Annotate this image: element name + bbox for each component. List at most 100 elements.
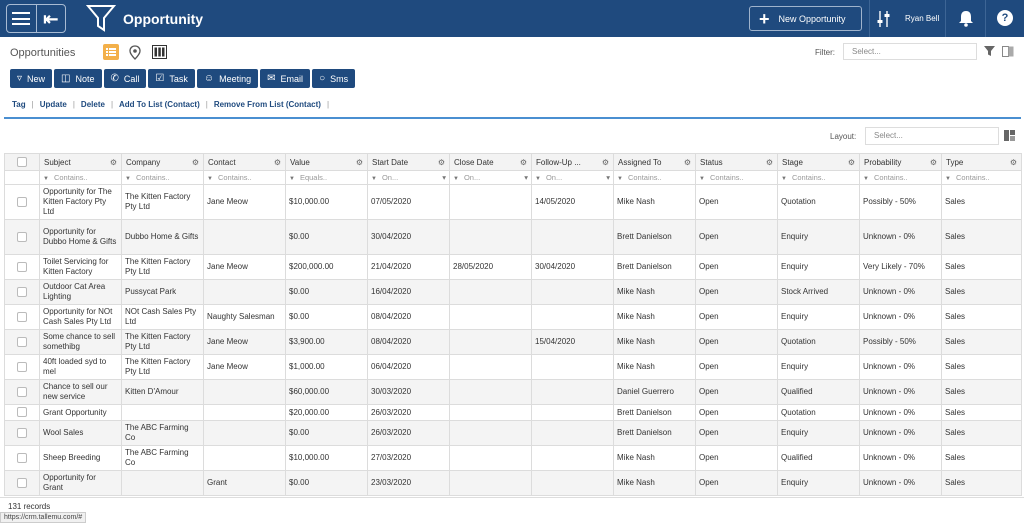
- list-view-icon[interactable]: [103, 44, 119, 60]
- column-header[interactable]: Type ⚙: [941, 153, 1022, 171]
- help-icon[interactable]: ?: [997, 10, 1013, 26]
- filter-options-icon[interactable]: [1002, 46, 1014, 57]
- back-button[interactable]: ⇤: [35, 5, 66, 32]
- column-filter-input[interactable]: ▼ Contains..: [695, 170, 778, 185]
- table-cell[interactable]: Wool Sales: [39, 420, 122, 446]
- row-checkbox[interactable]: [17, 386, 27, 397]
- column-settings-icon[interactable]: ⚙: [437, 158, 445, 167]
- column-filter-input[interactable]: ▼ Contains..: [121, 170, 204, 185]
- column-settings-icon[interactable]: ⚙: [355, 158, 363, 167]
- column-header[interactable]: Follow-Up ... ⚙: [531, 153, 614, 171]
- column-settings-icon[interactable]: ⚙: [765, 158, 773, 167]
- update-link[interactable]: Update: [39, 100, 67, 109]
- table-cell[interactable]: Chance to sell our new service: [39, 379, 122, 405]
- row-checkbox[interactable]: [17, 261, 27, 272]
- row-checkbox[interactable]: [17, 196, 27, 207]
- row-checkbox[interactable]: [17, 427, 27, 438]
- table-row[interactable]: Some chance to sell somethibg The Kitten …: [4, 329, 1022, 355]
- column-settings-icon[interactable]: ⚙: [191, 158, 199, 167]
- column-header[interactable]: Value ⚙: [285, 153, 368, 171]
- user-menu[interactable]: Ryan Bell: [877, 0, 939, 37]
- table-row[interactable]: Sheep Breeding The ABC Farming Co $10,000.…: [4, 445, 1022, 471]
- column-filter-input[interactable]: ▼ Equals..: [285, 170, 368, 185]
- column-header[interactable]: Stage ⚙: [777, 153, 860, 171]
- meeting-button[interactable]: ☺ Meeting: [196, 69, 259, 88]
- column-header[interactable]: Close Date ⚙: [449, 153, 532, 171]
- table-row[interactable]: Grant Opportunity $20,000.00 26/03/2020 Bre…: [4, 404, 1022, 421]
- delete-link[interactable]: Delete: [80, 100, 105, 109]
- filter-select[interactable]: Select...: [843, 43, 977, 60]
- row-checkbox[interactable]: [17, 407, 27, 418]
- row-checkbox[interactable]: [17, 336, 27, 347]
- column-header[interactable]: Start Date ⚙: [367, 153, 450, 171]
- column-header[interactable]: Contact ⚙: [203, 153, 286, 171]
- column-settings-icon[interactable]: ⚙: [109, 158, 117, 167]
- add-to-list-link[interactable]: Add To List (Contact): [119, 100, 200, 109]
- row-checkbox[interactable]: [17, 452, 27, 463]
- table-row[interactable]: Opportunity for Grant Grant $0.00 23/03/202…: [4, 470, 1022, 496]
- filter-funnel-icon[interactable]: [984, 46, 995, 57]
- table-row[interactable]: Opportunity for The Kitten Factory Pty L…: [4, 184, 1022, 220]
- remove-from-list-link[interactable]: Remove From List (Contact): [213, 100, 321, 109]
- table-cell[interactable]: Some chance to sell somethibg: [39, 329, 122, 355]
- chevron-down-icon[interactable]: ▾: [606, 173, 610, 182]
- column-settings-icon[interactable]: ⚙: [929, 158, 937, 167]
- table-cell[interactable]: Opportunity for NOt Cash Sales Pty Ltd: [39, 304, 122, 330]
- column-header[interactable]: Subject ⚙: [39, 153, 122, 171]
- column-filter-input[interactable]: ▼ Contains..: [941, 170, 1022, 185]
- column-header[interactable]: Status ⚙: [695, 153, 778, 171]
- row-checkbox[interactable]: [17, 477, 27, 488]
- hamburger-menu-button[interactable]: [7, 5, 36, 32]
- column-settings-icon[interactable]: ⚙: [683, 158, 691, 167]
- notifications-bell-icon[interactable]: [958, 10, 974, 27]
- table-cell[interactable]: Toilet Servicing for Kitten Factory: [39, 254, 122, 280]
- row-checkbox[interactable]: [17, 361, 27, 372]
- table-cell[interactable]: Opportunity for Dubbo Home & Gifts: [39, 219, 122, 255]
- table-cell[interactable]: Sheep Breeding: [39, 445, 122, 471]
- select-all-checkbox[interactable]: [4, 153, 40, 171]
- table-cell[interactable]: Outdoor Cat Area Lighting: [39, 279, 122, 305]
- sms-button[interactable]: ○ Sms: [312, 69, 356, 88]
- checkbox[interactable]: [17, 157, 27, 167]
- column-settings-icon[interactable]: ⚙: [273, 158, 281, 167]
- task-button[interactable]: ☑ Task: [148, 69, 195, 88]
- column-filter-input[interactable]: ▼ On... ▾: [449, 170, 532, 185]
- column-filter-input[interactable]: ▼ Contains..: [777, 170, 860, 185]
- table-row[interactable]: Opportunity for Dubbo Home & Gifts Dubbo …: [4, 219, 1022, 255]
- table-row[interactable]: 40ft loaded syd to mel The Kitten Factory…: [4, 354, 1022, 380]
- new-button[interactable]: ▿ New: [10, 69, 53, 88]
- column-settings-icon[interactable]: ⚙: [847, 158, 855, 167]
- table-cell[interactable]: Opportunity for Grant: [39, 470, 122, 496]
- layout-select[interactable]: Select...: [865, 127, 999, 145]
- column-header[interactable]: Assigned To ⚙: [613, 153, 696, 171]
- layout-options-icon[interactable]: [1004, 130, 1015, 141]
- table-row[interactable]: Outdoor Cat Area Lighting Pussycat Park $0…: [4, 279, 1022, 305]
- chevron-down-icon[interactable]: ▾: [524, 173, 528, 182]
- column-filter-input[interactable]: ▼ On... ▾: [367, 170, 450, 185]
- column-settings-icon[interactable]: ⚙: [1009, 158, 1017, 167]
- email-button[interactable]: ✉ Email: [260, 69, 311, 88]
- column-settings-icon[interactable]: ⚙: [519, 158, 527, 167]
- table-row[interactable]: Toilet Servicing for Kitten Factory The K…: [4, 254, 1022, 280]
- column-filter-input[interactable]: ▼ Contains..: [613, 170, 696, 185]
- table-cell[interactable]: Grant Opportunity: [39, 404, 122, 421]
- column-filter-input[interactable]: ▼ Contains..: [39, 170, 122, 185]
- table-row[interactable]: Opportunity for NOt Cash Sales Pty Ltd NO…: [4, 304, 1022, 330]
- map-pin-icon[interactable]: [127, 44, 143, 60]
- table-cell[interactable]: 40ft loaded syd to mel: [39, 354, 122, 380]
- call-button[interactable]: ✆ Call: [103, 69, 147, 88]
- column-header[interactable]: Company ⚙: [121, 153, 204, 171]
- row-checkbox[interactable]: [17, 311, 27, 322]
- tag-link[interactable]: Tag: [12, 100, 26, 109]
- column-filter-input[interactable]: ▼ On... ▾: [531, 170, 614, 185]
- table-row[interactable]: Wool Sales The ABC Farming Co $0.00 26/03/2…: [4, 420, 1022, 446]
- new-opportunity-button[interactable]: + New Opportunity: [749, 6, 862, 31]
- column-filter-input[interactable]: ▼ Contains..: [859, 170, 942, 185]
- table-row[interactable]: Chance to sell our new service Kitten D'A…: [4, 379, 1022, 405]
- column-settings-icon[interactable]: ⚙: [601, 158, 609, 167]
- kanban-view-icon[interactable]: [151, 44, 167, 60]
- table-cell[interactable]: Opportunity for The Kitten Factory Pty L…: [39, 184, 122, 220]
- row-checkbox[interactable]: [17, 286, 27, 297]
- chevron-down-icon[interactable]: ▾: [442, 173, 446, 182]
- column-header[interactable]: Probability ⚙: [859, 153, 942, 171]
